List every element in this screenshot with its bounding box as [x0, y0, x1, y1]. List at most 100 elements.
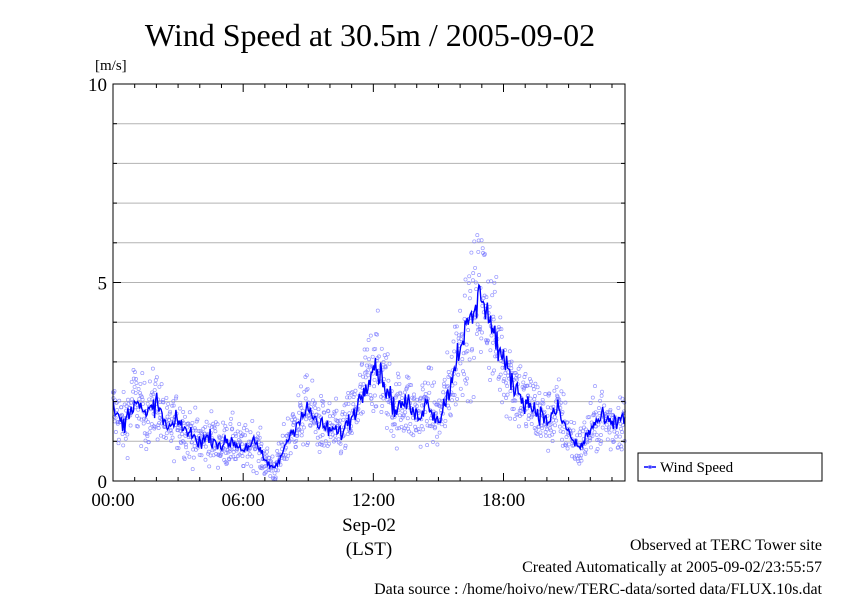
sample-point: [398, 417, 403, 422]
sample-point: [522, 386, 527, 390]
sample-point: [508, 416, 513, 421]
sample-point: [459, 337, 464, 342]
sample-point: [451, 339, 456, 344]
sample-point: [517, 373, 522, 378]
sample-point: [375, 308, 380, 313]
sample-point: [445, 383, 450, 388]
sample-point: [237, 422, 242, 427]
sample-point: [315, 442, 320, 447]
sample-point: [402, 390, 407, 395]
sample-point: [280, 442, 285, 447]
sample-point: [155, 410, 160, 415]
sample-point: [523, 372, 528, 376]
sample-point: [396, 375, 401, 380]
sample-point: [473, 265, 478, 270]
sample-point: [150, 366, 155, 371]
sample-point: [577, 461, 582, 466]
sample-point: [599, 439, 604, 444]
sample-point: [340, 412, 345, 417]
sample-point: [341, 417, 346, 422]
sample-point: [529, 379, 533, 384]
sample-point: [335, 419, 340, 423]
sample-point: [302, 389, 307, 394]
sample-point: [247, 452, 252, 457]
sample-point: [622, 400, 627, 405]
legend-label: Wind Speed: [660, 460, 734, 476]
sample-point: [399, 396, 404, 400]
sample-point: [513, 370, 518, 375]
sample-point: [166, 401, 171, 406]
sample-point: [126, 401, 131, 406]
sample-point: [425, 423, 430, 428]
sample-point: [258, 425, 263, 430]
sample-point: [565, 420, 570, 425]
sample-point: [580, 429, 585, 434]
sample-point: [529, 422, 534, 426]
sample-point: [620, 396, 625, 401]
sample-point: [177, 406, 182, 411]
sample-point: [497, 387, 502, 392]
sample-point: [187, 454, 192, 459]
sample-point: [564, 435, 569, 439]
sample-point: [582, 420, 587, 425]
sample-point: [148, 426, 153, 431]
sample-point: [418, 444, 423, 449]
sample-point: [171, 399, 176, 404]
sample-point: [554, 384, 559, 389]
sample-point: [224, 462, 229, 466]
sample-point: [286, 453, 291, 458]
sample-point: [312, 400, 317, 405]
sample-point: [233, 431, 238, 436]
sample-point: [466, 328, 471, 333]
sample-point: [611, 440, 616, 444]
sample-point: [583, 451, 588, 456]
sample-point: [507, 349, 512, 354]
sample-point: [241, 464, 246, 469]
sample-point: [161, 434, 166, 439]
sample-point: [435, 442, 440, 447]
sample-point: [479, 238, 484, 243]
sample-point: [125, 432, 130, 437]
sample-point: [509, 366, 514, 371]
sample-point: [480, 246, 485, 251]
sample-point: [537, 403, 542, 408]
sample-point: [492, 280, 497, 285]
sample-point: [338, 441, 343, 446]
sample-point: [177, 434, 182, 439]
sample-point: [536, 400, 540, 405]
sample-point: [519, 406, 524, 411]
sample-point: [276, 441, 281, 446]
sample-point: [197, 452, 202, 457]
sample-point: [135, 414, 140, 418]
sample-point: [168, 409, 173, 414]
sample-point: [467, 274, 472, 279]
sample-point: [437, 430, 442, 435]
sample-point: [447, 406, 452, 411]
sample-point: [144, 447, 149, 452]
sample-point: [403, 410, 408, 415]
sample-point: [524, 424, 529, 429]
footer-created: Created Automatically at 2005-09-02/23:5…: [522, 559, 822, 576]
sample-point: [319, 394, 324, 398]
sample-point: [585, 440, 590, 445]
sample-point: [612, 439, 616, 444]
sample-point: [447, 373, 452, 378]
sample-point: [350, 390, 355, 395]
sample-point: [245, 454, 250, 459]
sample-point: [516, 424, 521, 429]
sample-point: [552, 388, 557, 393]
sample-point: [357, 372, 362, 377]
sample-point: [206, 449, 211, 454]
sample-point: [296, 393, 301, 398]
sample-point: [233, 457, 238, 462]
sample-point: [387, 361, 392, 366]
sample-point: [499, 334, 504, 339]
sample-point: [185, 450, 190, 455]
sample-point: [399, 424, 404, 429]
sample-point: [144, 432, 149, 437]
sample-point: [595, 447, 600, 451]
sample-point: [115, 408, 119, 412]
sample-point: [297, 410, 302, 415]
sample-point: [362, 347, 367, 352]
series-line-wind-speed: [112, 283, 626, 470]
